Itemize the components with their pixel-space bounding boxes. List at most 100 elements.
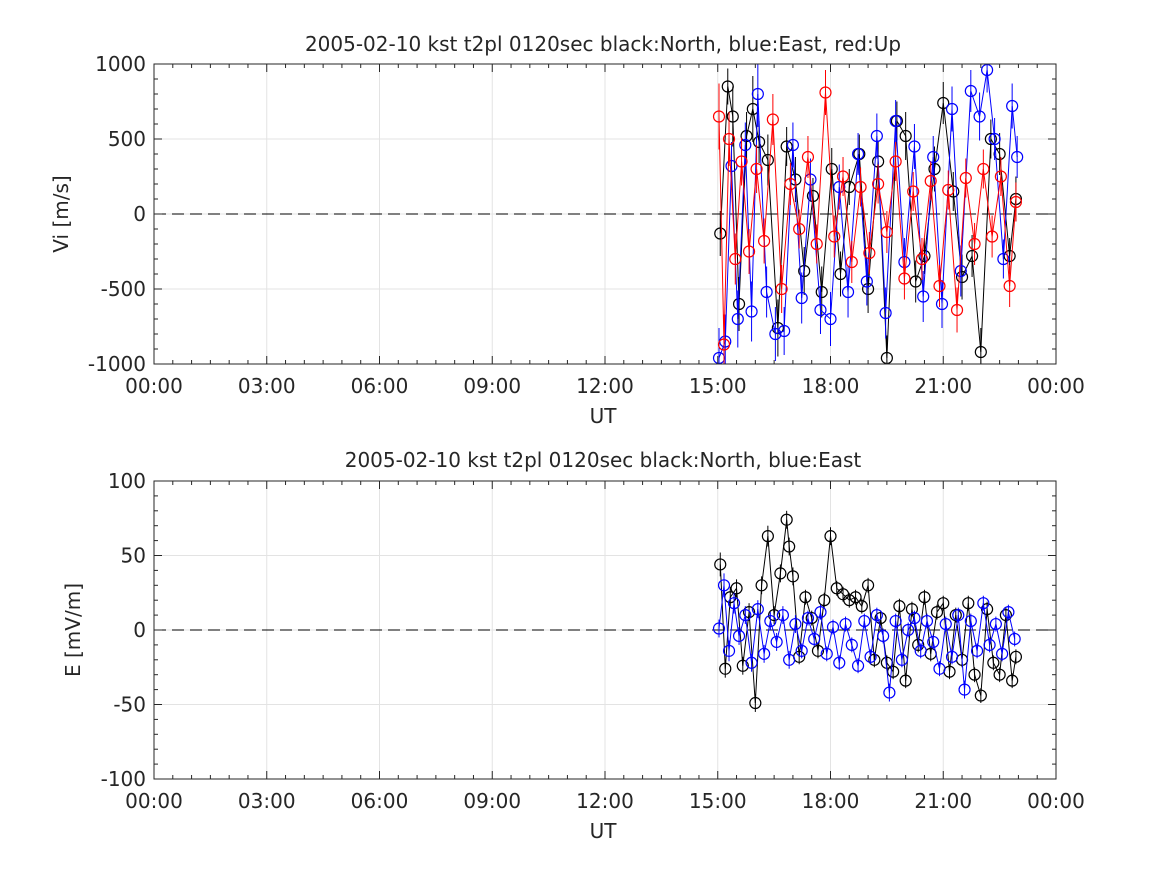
efield-blue-point xyxy=(964,614,977,628)
efield-black-point xyxy=(849,591,862,604)
efield-blue-point xyxy=(839,617,852,631)
efield-black-point xyxy=(905,603,919,616)
velocity-red-point xyxy=(819,86,832,99)
velocity-x-tick-label: 15:00 xyxy=(689,374,747,398)
efield-blue-point xyxy=(939,617,952,631)
efield-black-point xyxy=(918,591,931,604)
velocity-blue-point xyxy=(760,285,773,299)
efield-blue-point xyxy=(722,644,736,657)
efield-y-tick-label: 100 xyxy=(108,469,146,493)
velocity-red-point xyxy=(712,110,726,123)
efield-blue-point xyxy=(902,623,915,637)
velocity-red-point xyxy=(872,177,885,191)
velocity-red-point xyxy=(915,252,929,266)
velocity-black-point xyxy=(726,110,739,123)
efield-black-point xyxy=(974,689,987,702)
efield-x-tick-label: 12:00 xyxy=(576,789,634,813)
efield-blue-point xyxy=(1002,606,1015,619)
efield-blue-point xyxy=(870,608,883,622)
efield-blue-point xyxy=(883,686,896,699)
velocity-red-point xyxy=(758,234,771,248)
efield-black-point xyxy=(962,597,975,610)
velocity-x-tick-label: 03:00 xyxy=(238,374,296,398)
velocity-black-point xyxy=(974,345,987,359)
velocity-x-tick-label: 00:00 xyxy=(125,374,183,398)
efield-blue-point xyxy=(989,617,1002,631)
efield-blue-point xyxy=(826,620,840,634)
velocity-black-point xyxy=(899,129,912,143)
velocity-red-point xyxy=(750,162,763,176)
efield-blue-point xyxy=(732,629,746,643)
efield-blue-point xyxy=(739,608,752,622)
velocity-x-tick-label: 21:00 xyxy=(914,374,972,398)
velocity-x-tick-label: 09:00 xyxy=(463,374,521,398)
velocity-blue-point xyxy=(945,102,959,116)
velocity-black-point xyxy=(909,275,922,288)
efield-black-point xyxy=(824,530,837,543)
efield-blue-point xyxy=(727,597,741,610)
electric-field-panel: 2005-02-10 kst t2pl 0120sec black:North,… xyxy=(61,448,1085,843)
efield-blue-point xyxy=(914,644,927,657)
velocity-black-point xyxy=(761,153,774,167)
efield-x-tick-label: 00:00 xyxy=(125,789,183,813)
efield-black-point xyxy=(780,513,793,526)
velocity-black-point xyxy=(955,270,969,284)
velocity-blue-point xyxy=(786,138,800,152)
efield-blue-point xyxy=(933,662,946,675)
efield-blue-point xyxy=(996,647,1009,660)
efield-blue-point xyxy=(783,653,796,666)
velocity-blue-point xyxy=(973,110,986,123)
velocity-y-tick-label: 500 xyxy=(108,127,146,151)
efield-black-point xyxy=(980,603,994,616)
efield-blue-point xyxy=(764,614,777,628)
efield-blue-point xyxy=(889,614,902,628)
efield-blue-point xyxy=(712,622,726,635)
efield-black-point xyxy=(887,665,900,678)
velocity-blue-point xyxy=(731,312,744,326)
velocity-blue-point xyxy=(745,305,758,318)
velocity-blue-point xyxy=(833,180,846,194)
efield-black-point xyxy=(774,567,787,580)
velocity-blue-point xyxy=(964,84,977,98)
velocity-x-axis-label: UT xyxy=(590,404,618,428)
velocity-blue-point xyxy=(841,285,855,299)
velocity-black-point xyxy=(861,282,875,296)
velocity-x-tick-label: 18:00 xyxy=(802,374,860,398)
velocity-blue-point xyxy=(879,306,892,320)
efield-black-point xyxy=(893,600,906,613)
velocity-red-point xyxy=(836,170,850,183)
velocity-blue-point xyxy=(927,150,940,164)
efield-black-point xyxy=(987,656,1000,669)
efield-blue-point xyxy=(895,653,909,666)
velocity-red-point xyxy=(950,303,964,317)
efield-blue-point xyxy=(745,656,758,669)
velocity-black-point xyxy=(1003,249,1016,263)
velocity-red-point xyxy=(775,282,788,296)
velocity-black-point xyxy=(714,227,727,240)
velocity-y-tick-label: 1000 xyxy=(95,52,146,76)
velocity-black-point xyxy=(815,285,828,299)
efield-black-point xyxy=(999,608,1012,622)
efield-black-point xyxy=(874,611,887,625)
efield-blue-point xyxy=(751,603,764,616)
efield-black-point xyxy=(761,530,774,543)
velocity-blue-point xyxy=(889,114,902,128)
velocity-red-point xyxy=(863,246,876,260)
efield-black-point xyxy=(783,540,796,553)
velocity-black-point xyxy=(937,96,950,110)
velocity-red-point xyxy=(717,338,731,351)
velocity-red-point xyxy=(994,170,1007,183)
efield-x-tick-label: 09:00 xyxy=(463,789,521,813)
efield-blue-point xyxy=(970,644,984,657)
efield-black-point xyxy=(855,600,868,613)
velocity-black-point xyxy=(965,249,979,263)
efield-black-point xyxy=(805,611,818,625)
efield-black-point xyxy=(899,674,912,687)
velocity-red-point xyxy=(880,225,893,239)
efield-series-black-line xyxy=(719,519,1017,704)
efield-black-point xyxy=(818,594,831,607)
efield-black-point xyxy=(714,558,727,571)
velocity-blue-point xyxy=(1011,150,1024,164)
velocity-blue-point xyxy=(870,129,883,143)
